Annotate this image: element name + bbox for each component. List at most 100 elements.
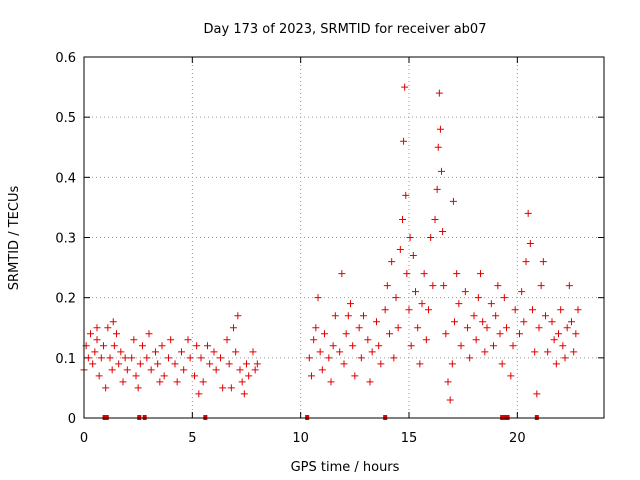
data-point xyxy=(561,354,569,362)
data-point xyxy=(115,360,123,368)
y-tick-label: 0.3 xyxy=(55,232,76,247)
data-point xyxy=(557,306,565,314)
x-tick-label: 10 xyxy=(292,431,309,446)
data-point xyxy=(93,336,101,344)
data-point xyxy=(490,342,497,350)
data-point xyxy=(132,372,140,380)
data-point xyxy=(331,312,339,320)
data-point xyxy=(381,306,389,314)
data-point xyxy=(325,354,333,362)
data-point xyxy=(402,191,410,199)
data-point xyxy=(392,294,400,302)
data-point xyxy=(212,366,220,374)
data-point xyxy=(310,336,318,344)
data-point xyxy=(134,384,142,392)
data-point xyxy=(401,83,409,91)
y-tick-label: 0.5 xyxy=(55,111,76,126)
x-tick-label: 15 xyxy=(401,431,418,446)
y-tick-label: 0.2 xyxy=(55,292,76,307)
data-point xyxy=(318,366,326,374)
data-point xyxy=(219,384,227,392)
data-point xyxy=(444,378,452,386)
data-point xyxy=(186,354,194,362)
data-point xyxy=(537,282,545,290)
data-point xyxy=(542,312,549,320)
x-tick-label: 5 xyxy=(188,431,196,446)
data-point xyxy=(253,360,261,368)
data-point xyxy=(520,318,528,326)
data-point xyxy=(199,378,207,386)
data-point xyxy=(357,354,365,362)
data-point xyxy=(483,324,491,332)
data-point xyxy=(548,318,556,326)
data-point xyxy=(160,372,168,380)
data-point xyxy=(355,324,363,332)
data-point xyxy=(327,378,335,386)
data-point xyxy=(240,390,248,398)
data-point xyxy=(154,360,162,368)
data-point xyxy=(461,288,469,296)
data-point xyxy=(119,378,127,386)
data-point xyxy=(236,366,244,374)
data-point xyxy=(305,354,313,362)
data-point xyxy=(206,360,214,368)
data-point xyxy=(110,342,118,350)
data-point xyxy=(438,167,445,175)
data-point xyxy=(416,360,424,368)
y-tick-label: 0 xyxy=(68,412,76,427)
data-point xyxy=(128,354,136,362)
data-point xyxy=(511,306,519,314)
axis-ticks xyxy=(83,56,604,419)
data-point xyxy=(418,300,426,308)
data-point xyxy=(156,378,164,386)
data-point xyxy=(136,360,144,368)
data-point xyxy=(225,360,233,368)
data-point xyxy=(165,354,172,362)
data-point xyxy=(518,288,526,296)
data-point xyxy=(565,282,573,290)
data-point xyxy=(455,300,463,308)
data-point xyxy=(383,282,391,290)
data-point xyxy=(425,306,432,314)
data-point xyxy=(360,312,367,320)
x-tick-label: 0 xyxy=(80,431,88,446)
data-point xyxy=(104,324,112,332)
data-point xyxy=(95,372,103,380)
data-point xyxy=(349,342,357,350)
data-point xyxy=(522,258,530,266)
data-point xyxy=(409,252,417,260)
data-point xyxy=(147,366,155,374)
data-point xyxy=(400,137,408,145)
data-point xyxy=(232,348,240,356)
data-point xyxy=(249,348,257,356)
data-point xyxy=(388,258,396,266)
y-axis-label: SRMTID / TECUs xyxy=(7,186,22,291)
plot-frame xyxy=(83,56,605,419)
tick-labels: 0 0.1 0.2 0.3 0.4 0.5 0.6 0 5 10 15 20 xyxy=(55,51,525,446)
data-point xyxy=(570,348,578,356)
data-point xyxy=(364,336,372,344)
data-point xyxy=(152,348,159,356)
data-point xyxy=(227,384,235,392)
data-point xyxy=(407,342,415,350)
data-point xyxy=(191,372,198,380)
data-point xyxy=(479,318,487,326)
data-point xyxy=(539,258,547,266)
data-point xyxy=(449,197,457,205)
data-point xyxy=(535,324,543,332)
data-point xyxy=(338,270,346,278)
data-point xyxy=(167,336,175,344)
data-point xyxy=(555,330,562,338)
data-point xyxy=(312,324,320,332)
data-point xyxy=(429,282,437,290)
data-point xyxy=(526,240,534,248)
data-point xyxy=(143,354,151,362)
chart-title: Day 173 of 2023, SRMTID for receiver ab0… xyxy=(204,22,487,37)
data-point xyxy=(422,336,430,344)
data-point xyxy=(113,330,120,338)
data-point xyxy=(180,366,188,374)
data-point xyxy=(84,354,92,362)
data-point xyxy=(439,227,447,235)
